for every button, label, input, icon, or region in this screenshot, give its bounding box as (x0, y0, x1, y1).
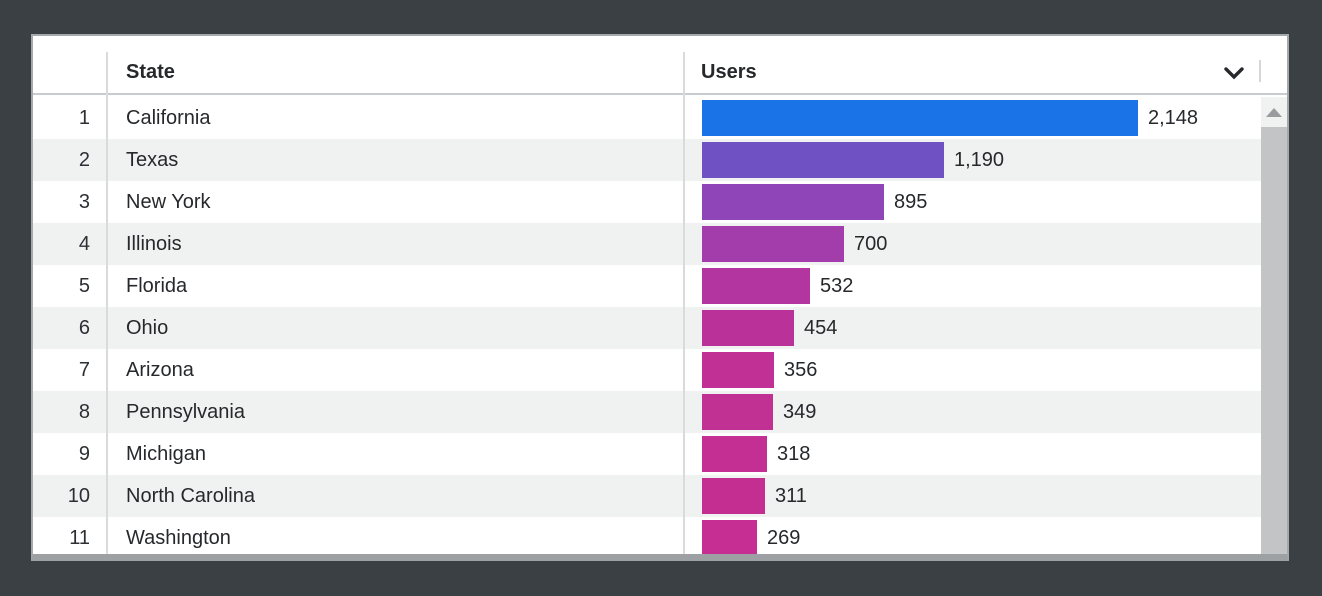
column-divider-state-users (683, 52, 685, 554)
table-body: 1 California 2,148 2 Texas 1,190 3 New Y… (33, 97, 1287, 554)
vertical-scrollbar[interactable] (1261, 97, 1287, 554)
chevron-down-icon[interactable] (1224, 67, 1244, 80)
row-rank: 2 (78, 148, 90, 171)
row-users-cell: 311 (683, 475, 1287, 517)
table-row[interactable]: 4 Illinois 700 (33, 223, 1287, 265)
row-bar (702, 226, 844, 262)
table-row[interactable]: 10 North Carolina 311 (33, 475, 1287, 517)
row-state: California (126, 106, 211, 129)
triangle-up-icon (1266, 107, 1282, 117)
row-users-value: 895 (894, 190, 928, 213)
table-card: State Users 1 California 2,148 2 Texas 1… (31, 34, 1289, 561)
row-state: Florida (126, 274, 188, 297)
row-users-cell: 2,148 (683, 97, 1287, 139)
row-rank: 3 (78, 190, 90, 213)
row-state: Texas (126, 148, 179, 171)
row-users-value: 269 (767, 526, 801, 549)
row-users-cell: 349 (683, 391, 1287, 433)
row-state: Michigan (126, 442, 207, 465)
table-row[interactable]: 7 Arizona 356 (33, 349, 1287, 391)
row-bar (702, 268, 810, 304)
row-rank: 4 (78, 232, 90, 255)
row-state: New York (126, 190, 211, 213)
table-row[interactable]: 2 Texas 1,190 (33, 139, 1287, 181)
row-users-cell: 356 (683, 349, 1287, 391)
row-bar (702, 100, 1138, 136)
header-divider (1259, 60, 1261, 82)
row-rank: 11 (69, 526, 90, 549)
row-state: Pennsylvania (126, 400, 245, 423)
row-rank: 7 (78, 358, 90, 381)
table-row[interactable]: 3 New York 895 (33, 181, 1287, 223)
row-users-value: 454 (804, 316, 838, 339)
row-bar (702, 478, 765, 514)
row-bar (702, 352, 774, 388)
scrollbar-thumb[interactable] (1261, 127, 1287, 554)
row-state: Arizona (126, 358, 194, 381)
row-users-cell: 700 (683, 223, 1287, 265)
row-state: Ohio (126, 316, 169, 339)
row-state: Illinois (126, 232, 182, 255)
scroll-up-button[interactable] (1261, 97, 1287, 127)
table-row[interactable]: 9 Michigan 318 (33, 433, 1287, 475)
row-state: Washington (126, 526, 231, 549)
row-users-cell: 318 (683, 433, 1287, 475)
row-users-value: 318 (777, 442, 811, 465)
column-divider-rank-state (106, 52, 108, 554)
header-cell-state[interactable]: State (126, 61, 175, 83)
row-users-cell: 269 (683, 517, 1287, 554)
row-rank: 5 (78, 274, 90, 297)
row-users-cell: 454 (683, 307, 1287, 349)
row-users-value: 2,148 (1148, 106, 1199, 129)
header-cell-users[interactable]: Users (701, 61, 757, 83)
row-users-value: 1,190 (954, 148, 1005, 171)
row-state: North Carolina (126, 484, 255, 507)
table-row[interactable]: 1 California 2,148 (33, 97, 1287, 139)
row-bar (702, 142, 944, 178)
table: State Users 1 California 2,148 2 Texas 1… (33, 36, 1287, 554)
table-row[interactable]: 8 Pennsylvania 349 (33, 391, 1287, 433)
table-header-row: State Users (33, 36, 1287, 95)
row-users-value: 356 (784, 358, 818, 381)
row-rank: 8 (78, 400, 90, 423)
row-users-cell: 532 (683, 265, 1287, 307)
row-users-value: 311 (775, 484, 807, 507)
row-users-cell: 1,190 (683, 139, 1287, 181)
row-rank: 10 (67, 484, 90, 507)
row-bar (702, 436, 767, 472)
table-row[interactable]: 6 Ohio 454 (33, 307, 1287, 349)
table-row[interactable]: 5 Florida 532 (33, 265, 1287, 307)
row-rank: 1 (78, 106, 90, 129)
table-row[interactable]: 11 Washington 269 (33, 517, 1287, 554)
row-bar (702, 310, 794, 346)
row-bar (702, 184, 884, 220)
row-users-value: 700 (854, 232, 888, 255)
row-rank: 9 (78, 442, 90, 465)
header-cell-rank (33, 84, 106, 93)
row-bar (702, 394, 773, 430)
row-users-value: 532 (820, 274, 854, 297)
row-bar (702, 520, 757, 554)
row-users-value: 349 (783, 400, 817, 423)
row-users-cell: 895 (683, 181, 1287, 223)
row-rank: 6 (78, 316, 90, 339)
